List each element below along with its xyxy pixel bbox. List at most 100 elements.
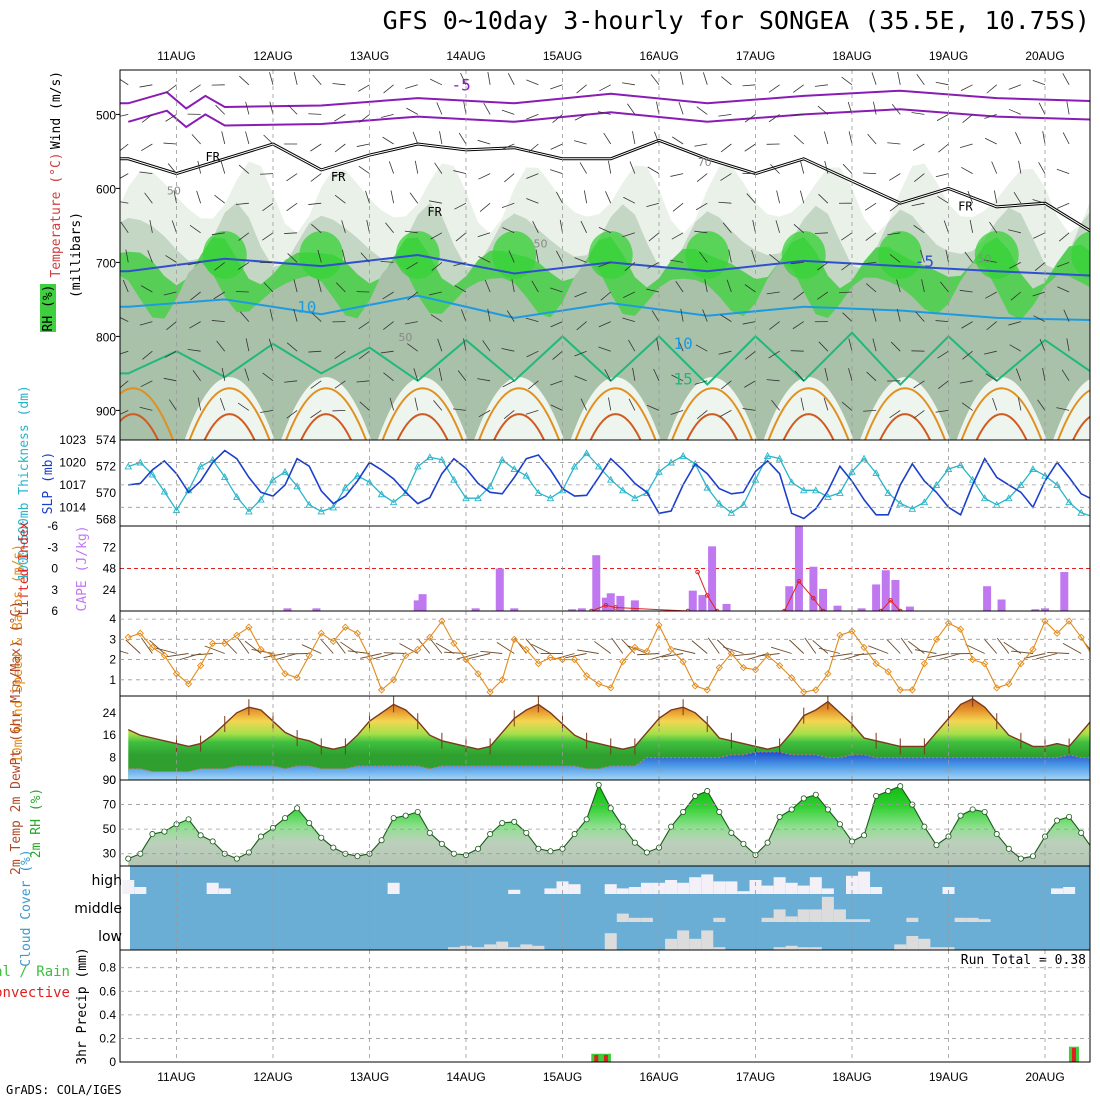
wind-barb bbox=[293, 308, 298, 322]
li-tick: -3 bbox=[47, 540, 58, 554]
rh-point bbox=[897, 783, 904, 790]
rh-point bbox=[1029, 853, 1036, 860]
wind-barb bbox=[608, 160, 612, 174]
wind-barb bbox=[526, 79, 539, 86]
wind10m-point bbox=[1029, 645, 1037, 654]
wind-barb bbox=[310, 410, 322, 419]
wind-barb bbox=[238, 164, 250, 174]
dewpoint-area bbox=[128, 752, 1090, 780]
wind-barb bbox=[457, 370, 467, 382]
isotherm-20 bbox=[864, 387, 947, 440]
wind-barb bbox=[286, 410, 298, 419]
rh-point bbox=[318, 834, 325, 841]
wind-barb bbox=[332, 410, 346, 412]
wind-barb bbox=[511, 279, 515, 293]
wind-barb bbox=[1066, 101, 1070, 115]
wind10m-barb bbox=[900, 637, 913, 654]
wind10m-barb bbox=[965, 644, 985, 654]
wind10m-point bbox=[233, 631, 241, 639]
wind-barb bbox=[936, 114, 949, 121]
cloud-bar-low bbox=[809, 947, 822, 950]
temperature-panel bbox=[128, 696, 1090, 780]
wind-barb bbox=[793, 134, 805, 145]
wind-barb bbox=[429, 200, 442, 204]
slp-tick: 1017 bbox=[59, 478, 86, 492]
thickness-point bbox=[510, 465, 519, 473]
wind-barb bbox=[742, 408, 756, 411]
li-point bbox=[897, 608, 903, 611]
wind-barb bbox=[284, 232, 298, 234]
wind-barb bbox=[579, 162, 587, 174]
wind-barb bbox=[771, 399, 780, 411]
wind-barb bbox=[574, 375, 587, 382]
cloud-bar-high bbox=[870, 887, 883, 894]
wind10m-point bbox=[281, 670, 289, 678]
freezing-level-inner bbox=[120, 139, 1090, 232]
rh-point bbox=[1066, 813, 1073, 820]
wind-barb bbox=[501, 109, 515, 115]
wind-barb bbox=[720, 143, 732, 153]
wind10m-barb bbox=[627, 645, 648, 654]
cloud-bar-middle bbox=[640, 917, 653, 922]
wind10m-point bbox=[775, 662, 784, 670]
slp-axis-label: SLP (mb) bbox=[41, 452, 56, 515]
wind-barb bbox=[237, 262, 250, 270]
rh-point bbox=[788, 806, 795, 813]
cloud-bar-high bbox=[689, 877, 702, 894]
cloud-bar-high bbox=[1051, 888, 1064, 894]
wind-barb bbox=[286, 202, 298, 212]
rh-point bbox=[185, 816, 192, 823]
wind10m-point bbox=[619, 657, 627, 666]
wind-barb bbox=[790, 114, 804, 116]
thickness-point bbox=[582, 449, 591, 457]
wind-barb bbox=[173, 190, 177, 204]
rh-axis-label: 2m RH (%) bbox=[29, 788, 44, 858]
wind-barb bbox=[768, 350, 780, 359]
thickness-point bbox=[341, 483, 350, 491]
cloud-bar-low bbox=[930, 947, 943, 950]
cloud-bar-low bbox=[447, 947, 460, 950]
wind10m-barb bbox=[190, 653, 213, 656]
wind-barb bbox=[334, 194, 346, 204]
wind-barb bbox=[766, 291, 780, 295]
wind10m-barb bbox=[372, 653, 394, 660]
wind-barb bbox=[1033, 315, 1046, 322]
wind10m-barb bbox=[757, 653, 780, 657]
wind10m-barb bbox=[444, 651, 467, 654]
wind10m-point bbox=[510, 635, 518, 643]
thickness-point bbox=[124, 462, 133, 470]
wind-barb bbox=[525, 317, 539, 322]
x-tick-label-bottom: 12AUG bbox=[253, 1070, 292, 1084]
wind-barb bbox=[190, 291, 201, 301]
thickness-point bbox=[486, 482, 494, 490]
wind-barb bbox=[503, 410, 515, 419]
thickness-point bbox=[727, 508, 736, 516]
cape-bar bbox=[510, 608, 519, 611]
wind-barb bbox=[583, 190, 588, 204]
cloud-bar-high bbox=[797, 885, 810, 894]
wind-barb bbox=[598, 227, 611, 234]
wind10m-barb bbox=[435, 642, 455, 654]
rh-point bbox=[1091, 847, 1096, 852]
wind-barb bbox=[647, 166, 660, 174]
wind10m-barb bbox=[244, 640, 262, 654]
wind10m-barb bbox=[204, 645, 225, 654]
wind-barb bbox=[308, 350, 322, 353]
cape-tick: 24 bbox=[103, 583, 117, 597]
rh-point bbox=[764, 839, 771, 846]
wind-barb bbox=[197, 397, 202, 411]
wind-axis-label: Wind (m/s) bbox=[49, 71, 64, 149]
wind10m-point bbox=[377, 686, 386, 694]
dry-boundary-layer bbox=[184, 377, 275, 440]
li-point bbox=[589, 608, 594, 611]
thickness-point bbox=[1077, 508, 1085, 516]
wind-barb bbox=[1056, 407, 1070, 411]
wind10m-point bbox=[1077, 633, 1085, 641]
wind-barb bbox=[841, 76, 853, 86]
wind-barb bbox=[775, 220, 781, 233]
wind-barb bbox=[648, 232, 660, 242]
cloud-bar-high bbox=[387, 882, 400, 894]
wind-barb bbox=[962, 114, 973, 123]
wind10m-point bbox=[751, 666, 760, 674]
wind-barb bbox=[1039, 339, 1046, 352]
